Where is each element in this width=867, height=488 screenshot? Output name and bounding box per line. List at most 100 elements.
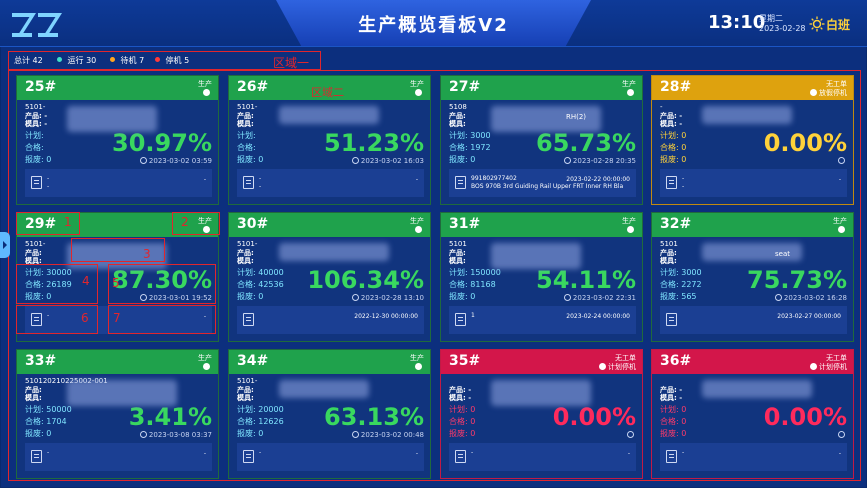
pass-row: 合格: [25,143,44,152]
scrap-value: 0 [681,155,687,164]
status-text: 生产 [198,217,212,225]
machine-status: 无工单 放假停机 [810,80,847,98]
document-icon [31,176,42,189]
machine-card[interactable]: 26# 生产 5101- 产品: 模具: 计划: 合格: 报废: 0 51.23% 202… [228,75,431,205]
mold-label: 模具: [449,120,466,128]
card-footer[interactable]: --- [237,169,424,197]
redaction-blur [279,106,379,124]
machine-number: 26# [237,79,269,95]
region1-label: 区域一 [273,56,310,70]
card-header [17,213,218,237]
region1-box [8,51,321,70]
document-icon [243,313,254,326]
date: 2023-02-28 [759,24,806,33]
sidebar-toggle[interactable] [0,232,10,258]
order-code: 5101- [237,377,258,385]
card-footer[interactable]: -- [25,306,212,334]
machine-card[interactable]: 25# 生产 5101- 产品: - 模具: - 计划: 合格: 报废: 0 30.97% 2… [16,75,219,205]
estimate-time-text: 2023-03-01 19:52 [148,294,212,302]
machine-status: 生产 [410,354,424,372]
card-footer[interactable]: 1 2023-02-24 00:00:00 [449,306,636,334]
product-value: - [468,386,472,394]
clock-icon [563,294,571,301]
date-block: 星期二 2023-02-28 [759,14,806,34]
machine-number: 34# [237,353,269,369]
card-header [17,76,218,100]
mold-label: 模具: - [25,120,48,128]
card-footer[interactable]: 991802977402 BOS 970B 3rd Guiding Rail Up… [449,169,636,197]
substatus [198,363,212,372]
card-footer[interactable]: --- [660,169,847,197]
completion-percent: 65.73% [536,129,636,157]
card-footer[interactable]: -- [25,443,212,471]
scrap-row: 报废: 0 [25,429,52,438]
plan-value: 30000 [46,268,72,277]
machine-card[interactable]: 35# 无工单 计划停机 产品: - 模具: - 计划: 0 合格: 0 报废: 0 0.00%… [440,349,643,479]
pass-value: 12626 [258,417,284,426]
status-dot-icon [415,363,422,370]
card-footer[interactable]: --- [25,169,212,197]
machine-card[interactable]: 30# 生产 5101- 产品: 模具: 计划: 40000 合格: 42536 报废: … [228,212,431,342]
scrap-value: 0 [46,429,52,438]
status-dot-icon [810,363,817,370]
document-icon [243,176,254,189]
scrap-row: 报废: 0 [449,155,476,164]
order-code: 5101- [25,103,46,111]
completion-percent: 51.23% [324,129,424,157]
document-icon [666,450,677,463]
machine-card[interactable]: 31# 生产 5101 产品: 模具: 计划: 150000 合格: 81168 报废: … [440,212,643,342]
order-code: 5101 [660,240,678,248]
footer-text: -- [47,175,49,191]
card-footer[interactable]: 2022-12-30 00:00:00 [237,306,424,334]
card-footer[interactable]: 2023-02-27 00:00:00 [660,306,847,334]
pass-value: 1704 [46,417,67,426]
machine-card[interactable]: 33# 生产 510120210225002-001 产品: 模具: 计划: 5000… [16,349,219,479]
scrap-value: 0 [258,429,264,438]
footer-date: - [203,176,206,183]
running-dot-icon [57,57,62,62]
footer-line-2: - [259,183,262,190]
machine-number: 27# [449,79,481,95]
estimate-time-text: 2023-03-02 22:31 [572,294,636,302]
order-code: 5101- [25,240,46,248]
completion-percent: 106.34% [307,266,424,294]
mold-value: - [468,394,472,402]
machine-card[interactable]: 28# 无工单 放假停机 - 产品: - 模具: - 计划: 0 合格: 0 报废: 0 0.00… [651,75,854,205]
machine-number: 28# [660,79,692,95]
annotation-box [108,305,216,334]
footer-date: - [203,313,206,320]
card-footer[interactable]: -- [660,443,847,471]
machine-status: 生产 [833,217,847,235]
clock-icon [351,294,359,301]
plan-value: 0 [681,131,687,140]
machine-status: 生产 [198,217,212,235]
card-header [229,350,430,374]
redaction-blur [702,243,802,261]
product-label: 产品: [25,386,42,394]
product-value: - [679,386,683,394]
mold-label: 模具: - [449,394,472,402]
footer-text: 1 [471,312,475,320]
machine-card[interactable]: 36# 无工单 计划停机 产品: - 模具: - 计划: 0 合格: 0 报废: 0 0.00%… [651,349,854,479]
machine-card[interactable]: 27# 生产 5108 产品: 模具: 计划: 3000 合格: 1972 报废: 0 65… [440,75,643,205]
product-label: 产品: - [25,112,48,120]
estimate-time-text: 2023-03-02 16:28 [783,294,847,302]
footer-date: - [627,450,630,457]
machine-card[interactable]: 32# 生产 5101 产品: 模具: 计划: 3000 合格: 2272 报废: 565… [651,212,854,342]
order-code: - [660,103,663,111]
machine-status: 生产 [410,80,424,98]
plan-value: 0 [470,405,476,414]
scrap-value: 0 [470,292,476,301]
footer-text: - [682,449,684,457]
card-footer[interactable]: -- [449,443,636,471]
scrap-value: 0 [681,429,687,438]
document-icon [455,313,466,326]
machine-card[interactable]: 34# 生产 5101- 产品: 模具: 计划: 20000 合格: 12626 报废: … [228,349,431,479]
card-footer[interactable]: -- [237,443,424,471]
region2-label: 区域二 [311,86,344,99]
product-label: 产品: - [660,112,683,120]
footer-text: -- [259,175,261,191]
card-header [229,76,430,100]
footer-line-1: - [682,449,685,456]
product-label: 产品: [237,112,254,120]
